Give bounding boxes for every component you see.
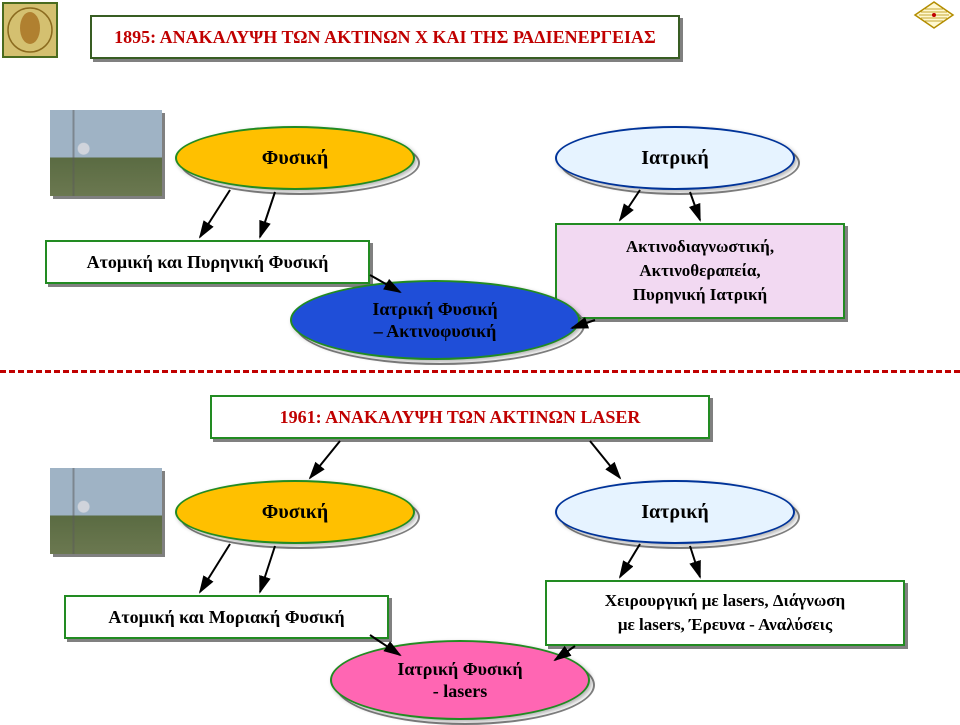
photo-bottom: [50, 468, 162, 554]
medphys-line2-b: - lasers: [433, 680, 487, 703]
mid-title-text: 1961: ΑΝΑΚΑΛΥΨΗ ΤΩΝ ΑΚΤΙΝΩΝ LASER: [280, 407, 641, 428]
middle-title-box: 1961: ΑΝΑΚΑΛΥΨΗ ΤΩΝ ΑΚΤΙΝΩΝ LASER: [210, 395, 710, 439]
university-logo: [2, 2, 58, 58]
medphys-line1: Ιατρική Φυσική: [372, 298, 497, 321]
title-text: 1895: ΑΝΑΚΑΛΥΨΗ ΤΩΝ ΑΚΤΙΝΩΝ Χ ΚΑΙ ΤΗΣ ΡΑ…: [114, 27, 656, 48]
medicine-label: Ιατρική: [641, 147, 709, 170]
rad-line1: Ακτινοδιαγνωστική,: [626, 235, 774, 259]
atomic-label: Ατομική και Πυρηνική Φυσική: [87, 252, 329, 273]
medicine-label-b: Ιατρική: [641, 501, 709, 524]
medphys-line2: – Ακτινοφυσική: [374, 320, 497, 343]
medical-physics-ellipse-top: Ιατρική Φυσική – Ακτινοφυσική: [290, 280, 580, 360]
rad-line2: Ακτινοθεραπεία,: [639, 259, 760, 283]
title-box: 1895: ΑΝΑΚΑΛΥΨΗ ΤΩΝ ΑΚΤΙΝΩΝ Χ ΚΑΙ ΤΗΣ ΡΑ…: [90, 15, 680, 59]
medical-physics-ellipse-bottom: Ιατρική Φυσική - lasers: [330, 640, 590, 720]
radiation-box: Ακτινοδιαγνωστική, Ακτινοθεραπεία, Πυρην…: [555, 223, 845, 319]
photo-top: [50, 110, 162, 196]
physics-node-top: Φυσική: [175, 126, 415, 190]
rad-line3: Πυρηνική Ιατρική: [633, 283, 767, 307]
hazard-icon: [913, 0, 955, 30]
surgery-box: Χειρουργική με lasers, Διάγνωση με laser…: [545, 580, 905, 646]
physics-label: Φυσική: [262, 147, 329, 170]
medicine-node-top: Ιατρική: [555, 126, 795, 190]
atomic-nuclear-box: Ατομική και Πυρηνική Φυσική: [45, 240, 370, 284]
surg-line2: με lasers, Έρευνα - Αναλύσεις: [618, 613, 832, 637]
divider-line: [0, 370, 960, 373]
atomic-molecular-box: Ατομική και Μοριακή Φυσική: [64, 595, 389, 639]
medicine-node-bottom: Ιατρική: [555, 480, 795, 544]
medphys-line1-b: Ιατρική Φυσική: [397, 658, 522, 681]
physics-label-b: Φυσική: [262, 501, 329, 524]
atomic-label-b: Ατομική και Μοριακή Φυσική: [108, 607, 344, 628]
surg-line1: Χειρουργική με lasers, Διάγνωση: [605, 589, 845, 613]
physics-node-bottom: Φυσική: [175, 480, 415, 544]
